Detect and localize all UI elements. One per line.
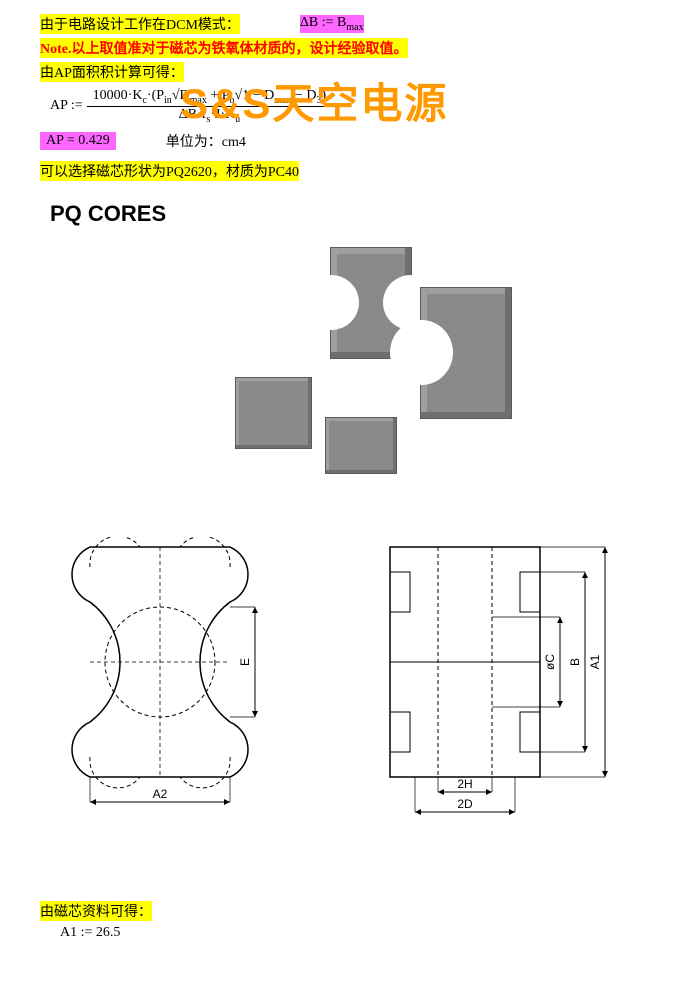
a1-value-line: A1 := 26.5: [60, 925, 660, 941]
delta-b-formula: ΔB := Bmax: [300, 15, 364, 33]
svg-text:2D: 2D: [457, 797, 473, 811]
pq-cores-render: [180, 247, 520, 507]
core-piece: [235, 377, 312, 449]
ap-intro-line: 由AP面积积计算可得：: [40, 62, 660, 82]
dcm-mode-line: 由于电路设计工作在DCM模式： ΔB := Bmax: [40, 14, 660, 34]
drawing-side-view: A1 BøC 2H 2D: [360, 537, 630, 827]
ap-denominator: ΔB·fs·J·Ku: [173, 107, 246, 125]
svg-text:A2: A2: [153, 787, 168, 801]
core-choice-text: 可以选择磁芯形状为PQ2620，材质为PC40: [40, 161, 299, 181]
note-text: Note.以上取值准对于磁芯为铁氧体材质的，设计经验取值。: [40, 38, 408, 58]
drawing-top-svg: E A2: [70, 537, 300, 817]
dcm-text: 由于电路设计工作在DCM模式：: [40, 14, 240, 34]
ap-formula: AP := 10000·Kc·(Pin√Dmax + Po√1 − Dmax −…: [50, 88, 660, 125]
ap-lhs: AP :=: [50, 98, 83, 114]
core-piece: [325, 417, 397, 474]
ap-numerator: 10000·Kc·(Pin√Dmax + Po√1 − Dmax − D3): [87, 88, 332, 107]
core-piece: [420, 287, 512, 419]
section-title: PQ CORES: [50, 201, 660, 227]
drawing-top-view: E A2: [70, 537, 300, 817]
footer-label: 由磁芯资料可得：: [40, 901, 152, 921]
svg-text:A1: A1: [588, 654, 602, 669]
svg-text:øC: øC: [543, 653, 557, 669]
a1-value: A1 := 26.5: [60, 925, 120, 941]
note-line: Note.以上取值准对于磁芯为铁氧体材质的，设计经验取值。: [40, 38, 660, 58]
footer-label-line: 由磁芯资料可得：: [40, 901, 660, 921]
svg-text:E: E: [238, 658, 252, 666]
ap-fraction: 10000·Kc·(Pin√Dmax + Po√1 − Dmax − D3) Δ…: [87, 88, 332, 125]
core-choice-line: 可以选择磁芯形状为PQ2620，材质为PC40: [40, 161, 660, 181]
engineering-drawings: E A2 A1 BøC 2H 2D: [40, 537, 660, 827]
ap-intro-text: 由AP面积积计算可得：: [40, 62, 184, 82]
drawing-side-svg: A1 BøC 2H 2D: [360, 537, 630, 827]
ap-unit: 单位为：cm4: [166, 131, 246, 151]
ap-result-line: AP = 0.429 单位为：cm4: [40, 131, 660, 151]
ap-result: AP = 0.429: [40, 132, 116, 150]
svg-text:B: B: [568, 658, 582, 666]
svg-text:2H: 2H: [457, 777, 472, 791]
